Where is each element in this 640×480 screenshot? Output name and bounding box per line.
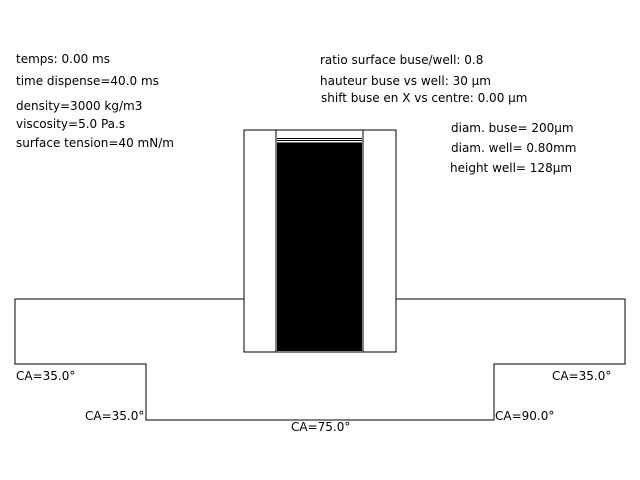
substrate-outline: [14, 298, 626, 421]
shift-label: shift buse en X vs centre: 0.00 µm: [321, 91, 528, 105]
temps-label: temps: 0.00 ms: [16, 52, 110, 66]
hauteur-label: hauteur buse vs well: 30 µm: [320, 74, 491, 88]
ca-bottom-label: CA=75.0°: [291, 420, 351, 434]
diam-buse-label: diam. buse= 200µm: [451, 121, 574, 135]
height-well-label: height well= 128µm: [450, 161, 573, 175]
viscosity-label: viscosity=5.0 Pa.s: [16, 117, 126, 131]
fluid-column: [277, 142, 362, 351]
ratio-label: ratio surface buse/well: 0.8: [320, 53, 484, 67]
surface-tension-label: surface tension=40 mN/m: [16, 136, 174, 150]
ca-wall-right-label: CA=90.0°: [495, 409, 555, 423]
density-label: density=3000 kg/m3: [16, 99, 143, 113]
diam-well-label: diam. well= 0.80mm: [451, 141, 577, 155]
time-dispense-label: time dispense=40.0 ms: [16, 74, 159, 88]
ca-top-left-label: CA=35.0°: [16, 369, 76, 383]
ca-top-right-label: CA=35.0°: [552, 369, 612, 383]
ca-wall-left-label: CA=35.0°: [85, 409, 145, 423]
